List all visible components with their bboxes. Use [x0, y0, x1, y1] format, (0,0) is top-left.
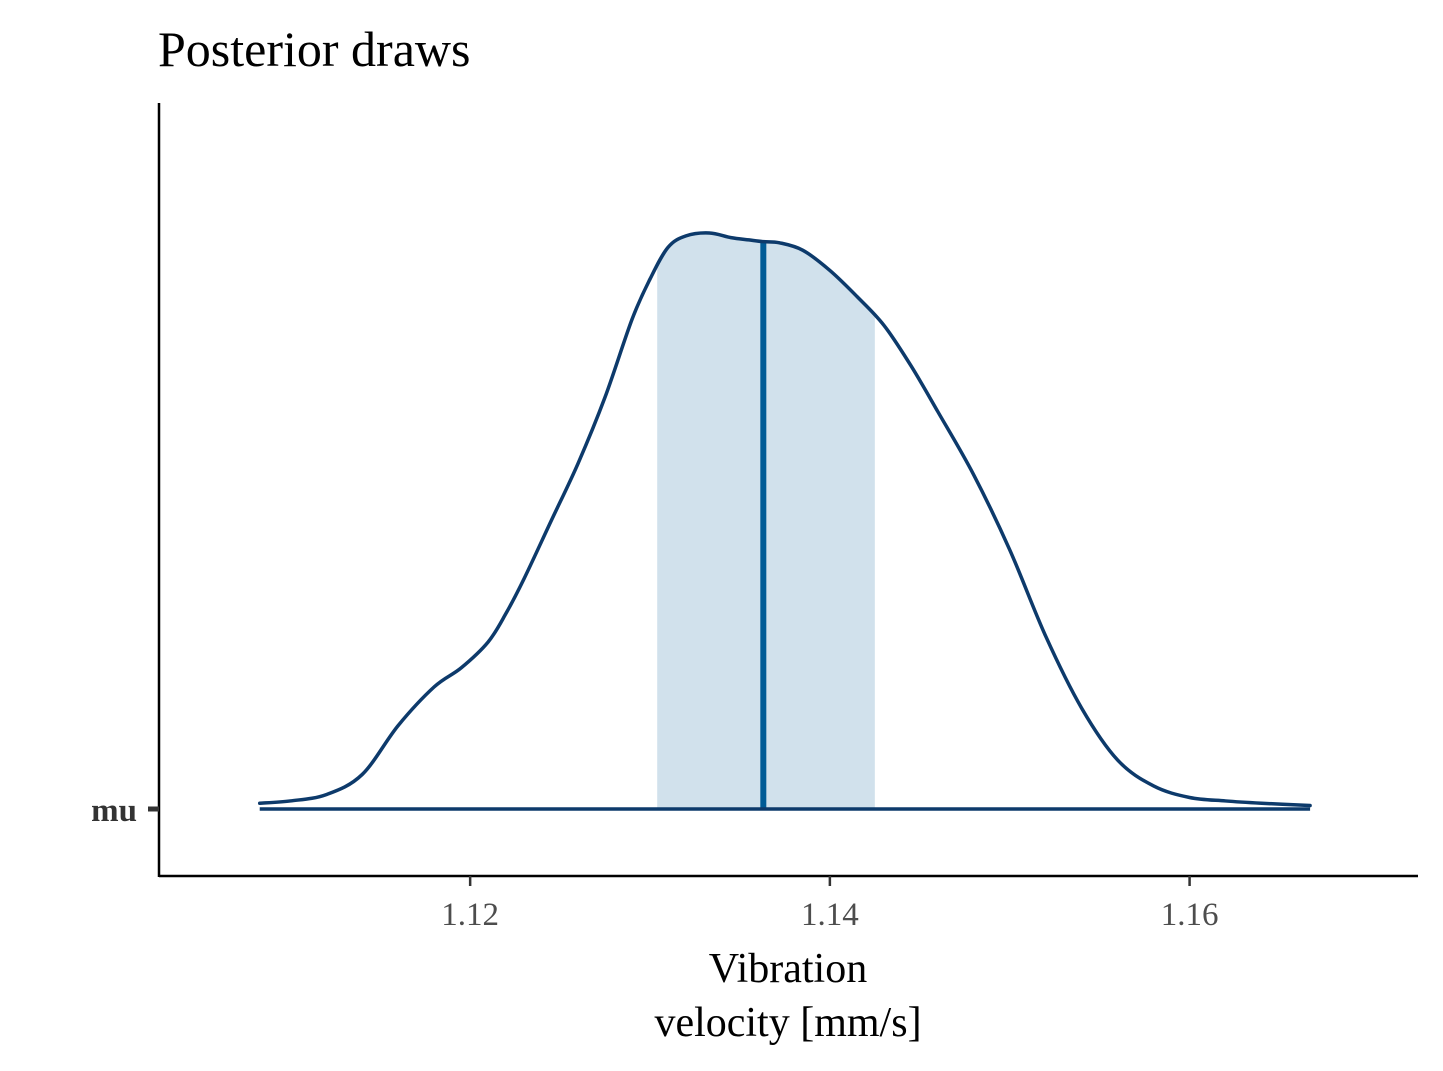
- x-tick-label: 1.16: [1161, 897, 1219, 933]
- y-tick-label: mu: [91, 793, 137, 829]
- chart-title: Posterior draws: [158, 21, 470, 77]
- y-axis-ticks: mu: [91, 793, 159, 829]
- x-axis-title-line-1: Vibration: [709, 946, 867, 992]
- x-axis-title-line-2: velocity [mm/s]: [654, 1000, 921, 1046]
- density-curve: [257, 231, 1312, 808]
- x-axis-ticks: 1.12 1.14 1.16: [441, 876, 1218, 933]
- plot-area: [257, 231, 1312, 811]
- x-tick-label: 1.14: [801, 897, 859, 933]
- x-tick-label: 1.12: [441, 897, 499, 933]
